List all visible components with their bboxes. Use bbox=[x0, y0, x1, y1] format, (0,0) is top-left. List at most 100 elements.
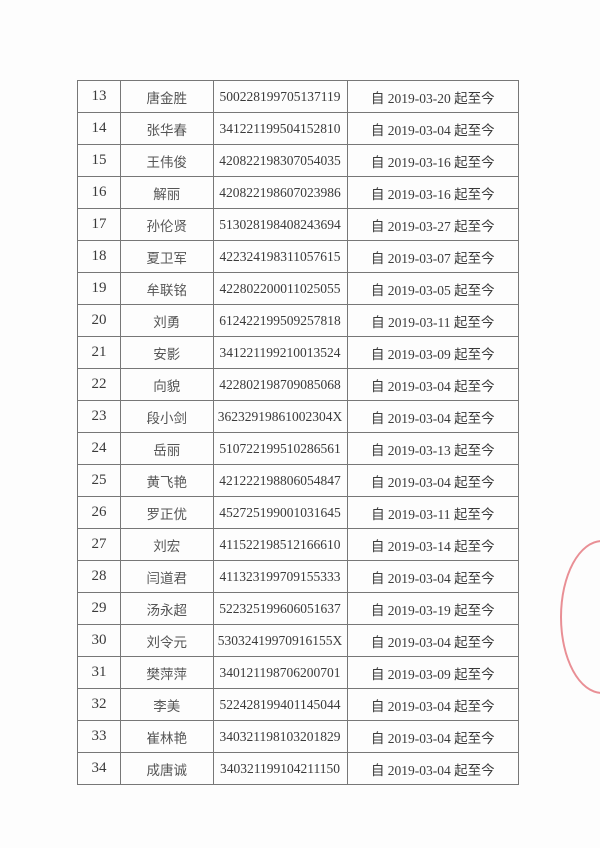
row-number: 28 bbox=[77, 560, 121, 593]
table-row: 28 闫道君 411323199709155333 自 2019-03-04 起至今 bbox=[77, 560, 520, 593]
id-number-cell: 422802200011025055 bbox=[212, 272, 348, 305]
name-cell: 孙伦贤 bbox=[119, 208, 214, 241]
id-number-cell: 340321198103201829 bbox=[212, 720, 348, 753]
row-number: 13 bbox=[77, 80, 121, 113]
row-number: 22 bbox=[77, 368, 121, 401]
row-number: 27 bbox=[77, 528, 121, 561]
id-number-cell: 411323199709155333 bbox=[212, 560, 348, 593]
table-row: 21 安影 341221199210013524 自 2019-03-09 起至今 bbox=[77, 336, 520, 369]
id-number-cell: 452725199001031645 bbox=[212, 496, 348, 529]
date-cell: 自 2019-03-04 起至今 bbox=[346, 400, 520, 433]
name-cell: 李美 bbox=[119, 688, 214, 721]
date-cell: 自 2019-03-11 起至今 bbox=[346, 304, 520, 337]
name-cell: 黄飞艳 bbox=[119, 464, 214, 497]
table-row: 27 刘宏 411522198512166610 自 2019-03-14 起至今 bbox=[77, 528, 520, 561]
id-number-cell: 522428199401145044 bbox=[212, 688, 348, 721]
date-cell: 自 2019-03-27 起至今 bbox=[346, 208, 520, 241]
name-cell: 王伟俊 bbox=[119, 144, 214, 177]
id-number-cell: 341221199504152810 bbox=[212, 112, 348, 145]
row-number: 33 bbox=[77, 720, 121, 753]
name-cell: 闫道君 bbox=[119, 560, 214, 593]
id-number-cell: 421222198806054847 bbox=[212, 464, 348, 497]
table-row: 33 崔林艳 340321198103201829 自 2019-03-04 起至今 bbox=[77, 720, 520, 753]
table-row: 14 张华春 341221199504152810 自 2019-03-04 起至今 bbox=[77, 112, 520, 145]
table-row: 18 夏卫军 422324198311057615 自 2019-03-07 起至今 bbox=[77, 240, 520, 273]
id-number-cell: 340321199104211150 bbox=[212, 752, 348, 785]
row-number: 32 bbox=[77, 688, 121, 721]
id-number-cell: 513028198408243694 bbox=[212, 208, 348, 241]
row-number: 15 bbox=[77, 144, 121, 177]
id-number-cell: 612422199509257818 bbox=[212, 304, 348, 337]
table-row: 24 岳丽 510722199510286561 自 2019-03-13 起至今 bbox=[77, 432, 520, 465]
row-number: 20 bbox=[77, 304, 121, 337]
date-cell: 自 2019-03-14 起至今 bbox=[346, 528, 520, 561]
table-row: 19 牟联铭 422802200011025055 自 2019-03-05 起至今 bbox=[77, 272, 520, 305]
name-cell: 解丽 bbox=[119, 176, 214, 209]
row-number: 25 bbox=[77, 464, 121, 497]
date-cell: 自 2019-03-20 起至今 bbox=[346, 80, 520, 113]
table-row: 25 黄飞艳 421222198806054847 自 2019-03-04 起至今 bbox=[77, 464, 520, 497]
date-cell: 自 2019-03-16 起至今 bbox=[346, 144, 520, 177]
name-cell: 向貌 bbox=[119, 368, 214, 401]
id-number-cell: 420822198307054035 bbox=[212, 144, 348, 177]
table-row: 20 刘勇 612422199509257818 自 2019-03-11 起至今 bbox=[77, 304, 520, 337]
name-cell: 岳丽 bbox=[119, 432, 214, 465]
date-cell: 自 2019-03-04 起至今 bbox=[346, 560, 520, 593]
id-number-cell: 53032419970916155X bbox=[212, 624, 348, 657]
date-cell: 自 2019-03-07 起至今 bbox=[346, 240, 520, 273]
date-cell: 自 2019-03-09 起至今 bbox=[346, 656, 520, 689]
row-number: 17 bbox=[77, 208, 121, 241]
row-number: 16 bbox=[77, 176, 121, 209]
date-cell: 自 2019-03-16 起至今 bbox=[346, 176, 520, 209]
id-number-cell: 422802198709085068 bbox=[212, 368, 348, 401]
table-row: 17 孙伦贤 513028198408243694 自 2019-03-27 起至今 bbox=[77, 208, 520, 241]
name-cell: 牟联铭 bbox=[119, 272, 214, 305]
table-row: 16 解丽 420822198607023986 自 2019-03-16 起至今 bbox=[77, 176, 520, 209]
date-cell: 自 2019-03-05 起至今 bbox=[346, 272, 520, 305]
id-number-cell: 422324198311057615 bbox=[212, 240, 348, 273]
id-number-cell: 510722199510286561 bbox=[212, 432, 348, 465]
id-number-cell: 411522198512166610 bbox=[212, 528, 348, 561]
red-seal-stamp bbox=[560, 540, 600, 694]
name-cell: 刘勇 bbox=[119, 304, 214, 337]
date-cell: 自 2019-03-04 起至今 bbox=[346, 688, 520, 721]
table-row: 26 罗正优 452725199001031645 自 2019-03-11 起至今 bbox=[77, 496, 520, 529]
id-number-cell: 420822198607023986 bbox=[212, 176, 348, 209]
name-cell: 樊萍萍 bbox=[119, 656, 214, 689]
date-cell: 自 2019-03-09 起至今 bbox=[346, 336, 520, 369]
table-row: 34 成唐诚 340321199104211150 自 2019-03-04 起至今 bbox=[77, 752, 520, 785]
row-number: 24 bbox=[77, 432, 121, 465]
name-cell: 安影 bbox=[119, 336, 214, 369]
name-cell: 成唐诚 bbox=[119, 752, 214, 785]
name-cell: 刘令元 bbox=[119, 624, 214, 657]
table-row: 22 向貌 422802198709085068 自 2019-03-04 起至今 bbox=[77, 368, 520, 401]
row-number: 14 bbox=[77, 112, 121, 145]
table-row: 30 刘令元 53032419970916155X 自 2019-03-04 起至今 bbox=[77, 624, 520, 657]
date-cell: 自 2019-03-11 起至今 bbox=[346, 496, 520, 529]
id-number-cell: 340121198706200701 bbox=[212, 656, 348, 689]
name-cell: 张华春 bbox=[119, 112, 214, 145]
table-row: 29 汤永超 522325199606051637 自 2019-03-19 起至今 bbox=[77, 592, 520, 625]
personnel-table: 13 唐金胜 500228199705137119 自 2019-03-20 起至今 1… bbox=[77, 80, 520, 785]
row-number: 34 bbox=[77, 752, 121, 785]
table-row: 13 唐金胜 500228199705137119 自 2019-03-20 起至今 bbox=[77, 80, 520, 113]
table-row: 32 李美 522428199401145044 自 2019-03-04 起至今 bbox=[77, 688, 520, 721]
row-number: 31 bbox=[77, 656, 121, 689]
date-cell: 自 2019-03-13 起至今 bbox=[346, 432, 520, 465]
row-number: 29 bbox=[77, 592, 121, 625]
name-cell: 崔林艳 bbox=[119, 720, 214, 753]
date-cell: 自 2019-03-04 起至今 bbox=[346, 720, 520, 753]
row-number: 21 bbox=[77, 336, 121, 369]
name-cell: 刘宏 bbox=[119, 528, 214, 561]
name-cell: 罗正优 bbox=[119, 496, 214, 529]
id-number-cell: 341221199210013524 bbox=[212, 336, 348, 369]
row-number: 18 bbox=[77, 240, 121, 273]
name-cell: 唐金胜 bbox=[119, 80, 214, 113]
row-number: 23 bbox=[77, 400, 121, 433]
row-number: 19 bbox=[77, 272, 121, 305]
row-number: 26 bbox=[77, 496, 121, 529]
id-number-cell: 500228199705137119 bbox=[212, 80, 348, 113]
date-cell: 自 2019-03-19 起至今 bbox=[346, 592, 520, 625]
name-cell: 汤永超 bbox=[119, 592, 214, 625]
